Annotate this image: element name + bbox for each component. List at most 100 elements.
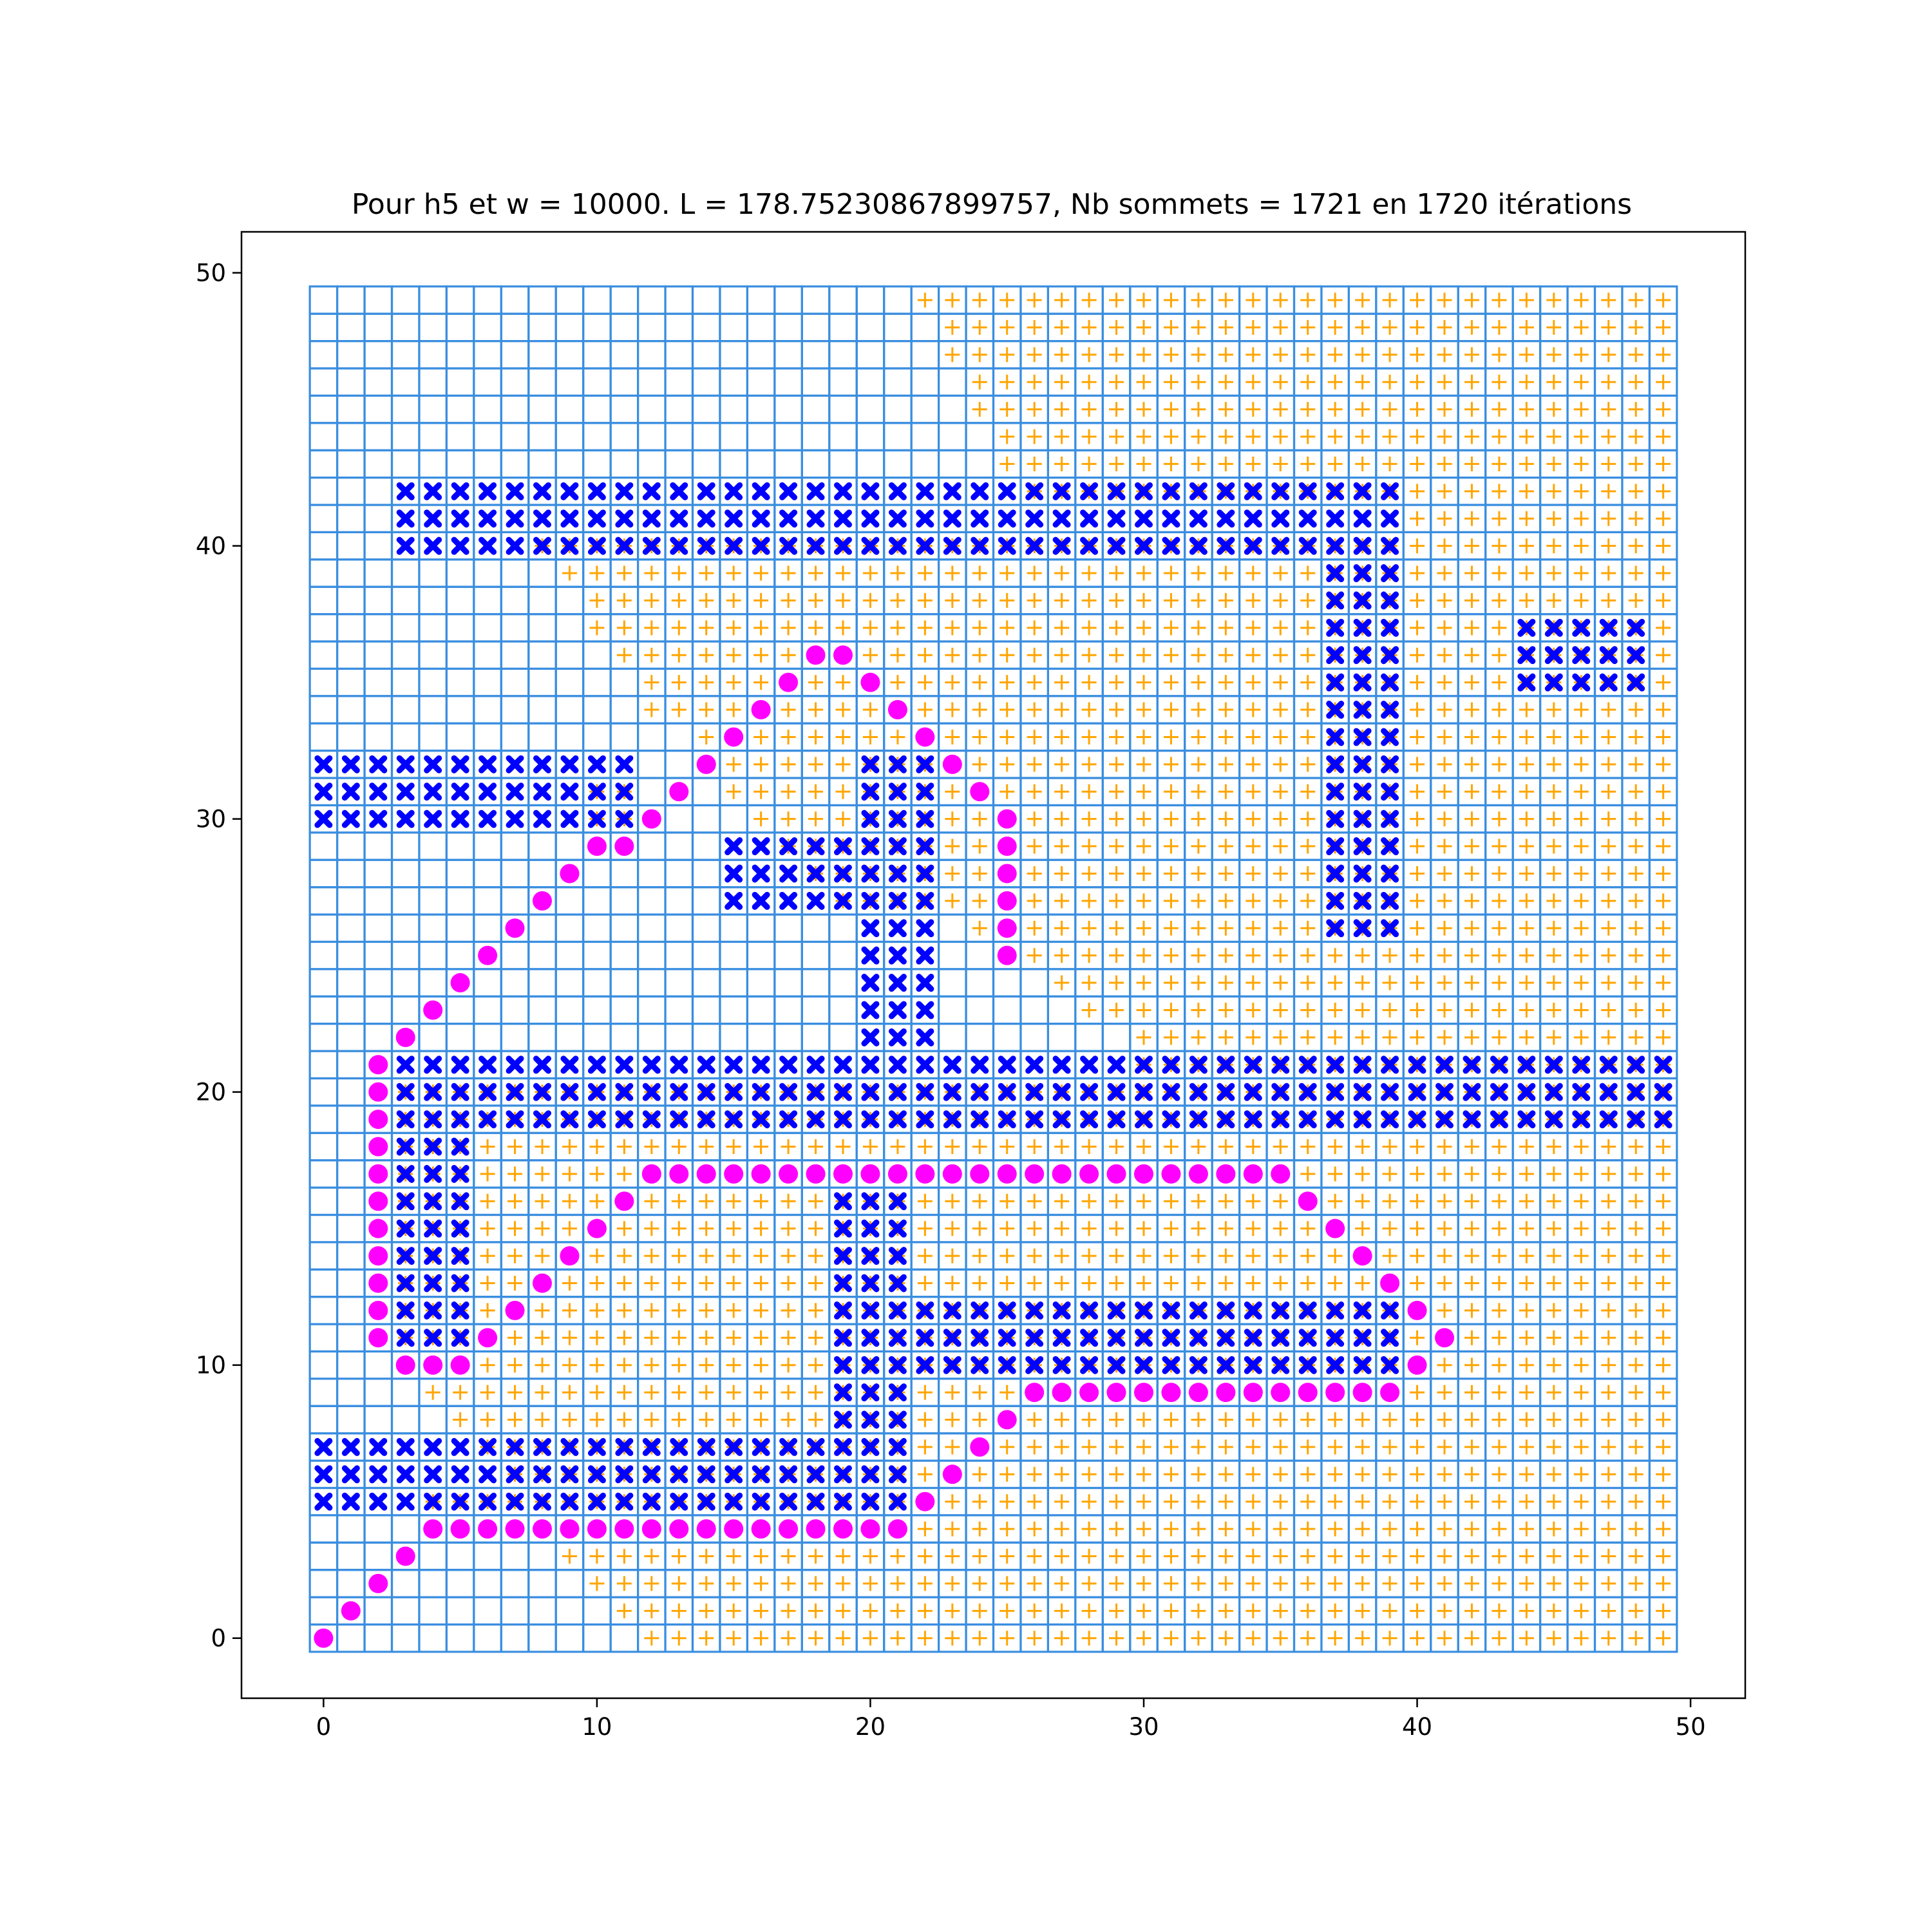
path-point bbox=[751, 700, 771, 720]
path-point bbox=[915, 1492, 935, 1511]
path-point bbox=[1161, 1383, 1181, 1403]
path-point bbox=[368, 1273, 388, 1293]
path-point bbox=[423, 1519, 443, 1539]
path-point bbox=[614, 1519, 634, 1539]
path-point bbox=[724, 1164, 744, 1184]
path-point bbox=[887, 1164, 907, 1184]
path-point bbox=[779, 672, 799, 692]
path-point bbox=[860, 672, 880, 692]
path-point bbox=[887, 700, 907, 720]
path-point bbox=[970, 782, 990, 802]
path-point bbox=[505, 1300, 525, 1320]
path-point bbox=[587, 1218, 607, 1238]
path-point bbox=[806, 1164, 826, 1184]
path-point bbox=[860, 1519, 880, 1539]
path-point bbox=[560, 1246, 580, 1266]
path-point bbox=[478, 1328, 498, 1348]
path-point bbox=[450, 1355, 470, 1375]
path-point bbox=[806, 645, 826, 665]
path-point bbox=[560, 1519, 580, 1539]
path-point bbox=[1407, 1300, 1427, 1320]
path-point bbox=[505, 918, 525, 938]
path-point bbox=[1380, 1383, 1400, 1403]
path-point bbox=[368, 1055, 388, 1075]
path-point bbox=[368, 1082, 388, 1102]
path-point bbox=[1243, 1383, 1263, 1403]
path-point bbox=[779, 1164, 799, 1184]
path-point bbox=[915, 1164, 935, 1184]
path-point bbox=[1025, 1383, 1045, 1403]
path-point bbox=[368, 1218, 388, 1238]
path-point bbox=[505, 1519, 525, 1539]
path-point bbox=[1298, 1191, 1318, 1211]
path-point bbox=[1216, 1383, 1236, 1403]
path-point bbox=[751, 1519, 771, 1539]
path-point bbox=[533, 1273, 552, 1293]
path-point bbox=[1161, 1164, 1181, 1184]
path-point bbox=[395, 1546, 415, 1566]
path-point bbox=[1134, 1383, 1153, 1403]
path-point bbox=[942, 754, 962, 774]
path-point bbox=[1271, 1383, 1291, 1403]
path-point bbox=[696, 1519, 716, 1539]
path-point bbox=[833, 1519, 853, 1539]
path-point bbox=[833, 1164, 853, 1184]
path-point bbox=[641, 1519, 661, 1539]
path-point bbox=[915, 727, 935, 747]
path-point bbox=[1079, 1383, 1099, 1403]
path-point bbox=[341, 1601, 361, 1621]
path-point bbox=[368, 1328, 388, 1348]
path-point bbox=[478, 1519, 498, 1539]
path-point bbox=[1106, 1383, 1126, 1403]
path-point bbox=[779, 1519, 799, 1539]
path-point bbox=[1352, 1246, 1372, 1266]
path-point bbox=[533, 1519, 552, 1539]
path-point bbox=[478, 945, 498, 965]
path-point bbox=[1216, 1164, 1236, 1184]
path-point bbox=[1352, 1383, 1372, 1403]
path-point bbox=[368, 1573, 388, 1593]
path-point bbox=[560, 864, 580, 884]
path-point bbox=[614, 1191, 634, 1211]
path-point bbox=[368, 1164, 388, 1184]
path-point bbox=[696, 1164, 716, 1184]
path-point bbox=[395, 1355, 415, 1375]
path-point bbox=[1325, 1383, 1345, 1403]
path-point bbox=[423, 1355, 443, 1375]
path-point bbox=[833, 645, 853, 665]
path-point bbox=[669, 1164, 689, 1184]
path-point bbox=[1271, 1164, 1291, 1184]
path-point bbox=[970, 1437, 990, 1457]
path-point bbox=[997, 1410, 1017, 1430]
path-point bbox=[669, 1519, 689, 1539]
path-point bbox=[1407, 1355, 1427, 1375]
path-point bbox=[1052, 1383, 1072, 1403]
path-point bbox=[395, 1027, 415, 1047]
grid-cells bbox=[308, 285, 1678, 1653]
path-point bbox=[641, 809, 661, 829]
path-point bbox=[1106, 1164, 1126, 1184]
path-point bbox=[806, 1519, 826, 1539]
path-point bbox=[1052, 1164, 1072, 1184]
path-point bbox=[669, 782, 689, 802]
path-point bbox=[997, 1164, 1017, 1184]
path-point bbox=[1188, 1164, 1208, 1184]
path-point bbox=[751, 1164, 771, 1184]
path-point bbox=[1134, 1164, 1153, 1184]
path-point bbox=[1298, 1383, 1318, 1403]
path-point bbox=[368, 1110, 388, 1130]
path-point bbox=[587, 1519, 607, 1539]
path-point bbox=[1380, 1273, 1400, 1293]
path-point bbox=[533, 891, 552, 911]
path-point bbox=[368, 1246, 388, 1266]
path-point bbox=[696, 754, 716, 774]
path-point bbox=[314, 1628, 334, 1648]
path-point bbox=[860, 1164, 880, 1184]
path-point bbox=[641, 1164, 661, 1184]
path-point bbox=[1025, 1164, 1045, 1184]
path-point bbox=[368, 1300, 388, 1320]
path-point bbox=[970, 1164, 990, 1184]
path-point bbox=[368, 1191, 388, 1211]
path-point bbox=[724, 1519, 744, 1539]
